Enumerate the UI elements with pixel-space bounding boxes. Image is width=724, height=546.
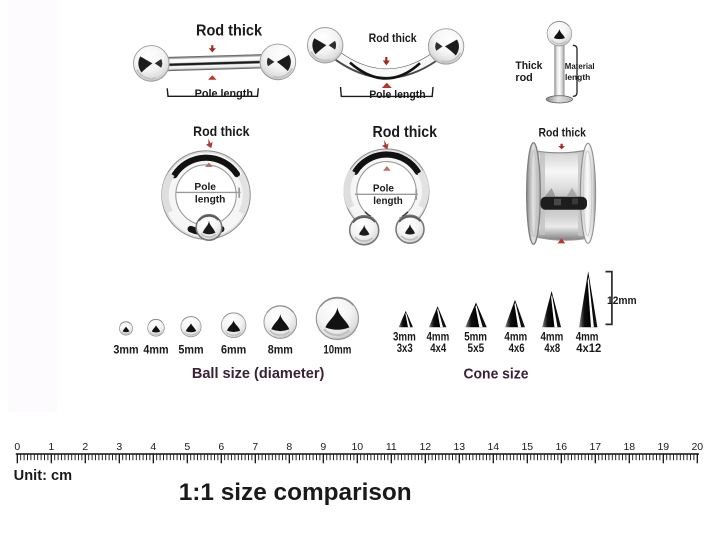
svg-text:8: 8 (286, 441, 292, 453)
svg-text:14: 14 (487, 441, 499, 453)
svg-text:18: 18 (623, 441, 635, 453)
svg-text:7: 7 (252, 441, 258, 453)
svg-text:12mm: 12mm (607, 295, 637, 307)
svg-text:Rod thick: Rod thick (369, 33, 418, 45)
svg-text:4mm: 4mm (143, 344, 168, 356)
svg-text:3: 3 (116, 441, 122, 453)
svg-text:5mm: 5mm (178, 344, 203, 356)
svg-text:Ball size (diameter): Ball size (diameter) (192, 365, 325, 382)
svg-text:6mm: 6mm (221, 344, 246, 356)
svg-text:5mm: 5mm (464, 331, 487, 343)
svg-text:6: 6 (218, 441, 224, 453)
svg-text:15: 15 (521, 441, 533, 453)
svg-text:Cone size: Cone size (464, 365, 529, 382)
svg-text:5x5: 5x5 (468, 343, 485, 355)
svg-text:Pole: Pole (373, 183, 395, 194)
svg-text:17: 17 (589, 441, 601, 453)
svg-text:11: 11 (386, 441, 397, 453)
svg-text:Pole: Pole (194, 182, 216, 193)
svg-text:Unit: cm: Unit: cm (14, 468, 72, 484)
svg-text:13: 13 (453, 441, 465, 453)
svg-text:Rod thick: Rod thick (539, 126, 587, 140)
svg-text:4x8: 4x8 (544, 343, 560, 355)
svg-text:2: 2 (82, 441, 88, 453)
svg-text:5: 5 (184, 441, 190, 453)
svg-text:Rod thick: Rod thick (373, 124, 438, 141)
svg-text:3x3: 3x3 (397, 343, 413, 355)
svg-text:Pole length: Pole length (195, 88, 254, 100)
svg-text:8mm: 8mm (268, 344, 293, 356)
svg-text:4: 4 (150, 441, 156, 453)
svg-text:Rod thick: Rod thick (196, 22, 262, 39)
svg-text:4mm: 4mm (541, 331, 564, 343)
svg-text:4x4: 4x4 (430, 343, 447, 355)
svg-text:12: 12 (419, 441, 431, 453)
svg-text:0: 0 (14, 441, 20, 453)
svg-text:length: length (373, 196, 402, 207)
svg-text:4mm: 4mm (427, 331, 450, 343)
svg-text:20: 20 (691, 441, 703, 453)
svg-text:Rod thick: Rod thick (193, 123, 249, 139)
svg-text:3mm: 3mm (113, 344, 138, 356)
svg-text:4x12: 4x12 (576, 343, 601, 355)
svg-text:length: length (195, 195, 226, 206)
svg-text:4mm: 4mm (504, 331, 527, 343)
svg-text:3mm: 3mm (393, 331, 416, 343)
svg-text:19: 19 (657, 441, 669, 453)
svg-text:9: 9 (320, 441, 326, 453)
svg-text:Pole length: Pole length (369, 89, 426, 101)
svg-text:10mm: 10mm (323, 344, 351, 356)
svg-text:rod: rod (515, 72, 532, 84)
svg-text:Thick: Thick (515, 60, 543, 72)
svg-text:4mm: 4mm (576, 331, 599, 343)
svg-text:Material: Material (565, 61, 595, 71)
svg-text:1: 1 (48, 441, 54, 453)
svg-text:10: 10 (351, 441, 363, 453)
svg-text:4x6: 4x6 (509, 343, 525, 355)
svg-text:16: 16 (555, 441, 567, 453)
svg-text:1:1 size comparison: 1:1 size comparison (179, 479, 412, 506)
